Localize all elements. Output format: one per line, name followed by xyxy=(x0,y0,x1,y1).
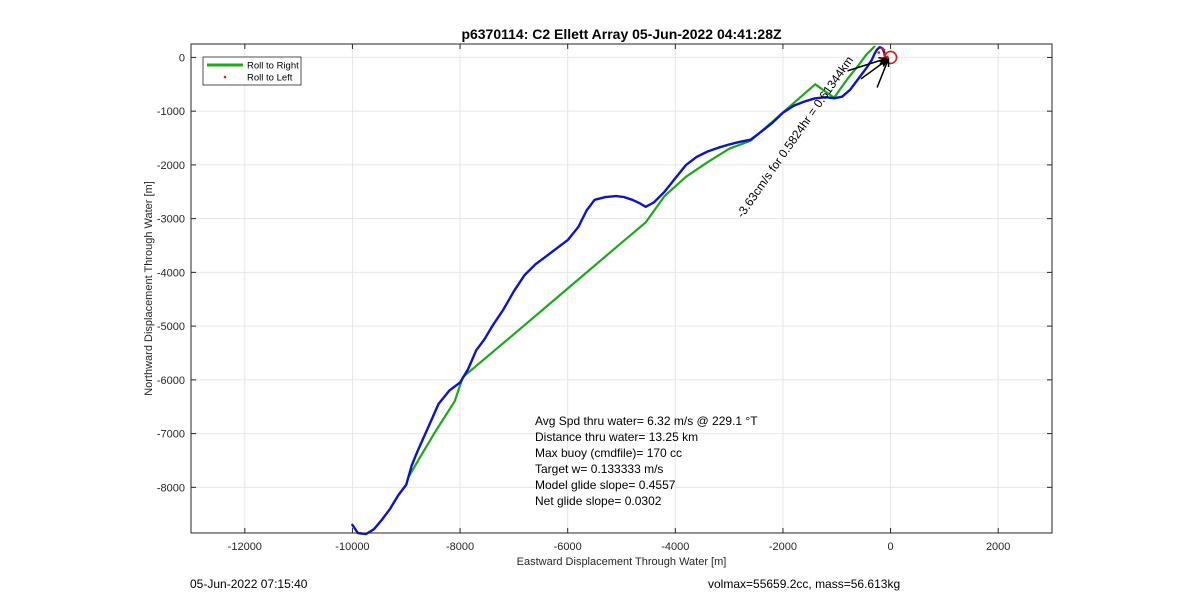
chart-title: p6370114: C2 Ellett Array 05-Jun-2022 04… xyxy=(461,26,782,42)
y-tick-label: -1000 xyxy=(157,106,185,118)
plot-series xyxy=(351,45,898,536)
x-tick-label: -2000 xyxy=(769,541,797,553)
current-arrow xyxy=(876,58,890,88)
x-tick-label: 2000 xyxy=(986,541,1010,553)
legend-swatch-roll-left xyxy=(223,75,227,79)
stats-annotation: Max buoy (cmdfile)= 170 cc xyxy=(535,446,682,460)
y-tick-label: -6000 xyxy=(157,375,185,387)
stats-annotation: Target w= 0.133333 m/s xyxy=(535,462,663,476)
end-position-marker xyxy=(883,50,898,65)
current-arrow-head xyxy=(882,57,890,68)
y-tick-label: -5000 xyxy=(157,321,185,333)
y-axis-title: Northward Displacement Through Water [m] xyxy=(143,181,155,396)
x-tick-label: -8000 xyxy=(446,541,474,553)
legend-label-roll-right: Roll to Right xyxy=(247,61,299,72)
axes: -12000 -10000 -8000 -6000 -4000 -2000 0 2000 0 -1… xyxy=(157,43,1053,553)
legend-label-roll-left: Roll to Left xyxy=(247,73,293,84)
x-tick-label: -10000 xyxy=(335,541,369,553)
roll-to-left-marker xyxy=(886,55,889,59)
x-axis-title: Eastward Displacement Through Water [m] xyxy=(517,556,727,568)
y-tick-label: -8000 xyxy=(157,482,185,494)
current-arrow xyxy=(860,58,888,80)
stats-annotation: Avg Spd thru water= 6.32 m/s @ 229.1 °T xyxy=(535,414,758,428)
footer-timestamp: 05-Jun-2022 07:15:40 xyxy=(190,577,308,591)
roll-to-left-marker xyxy=(882,48,886,52)
footer-mass-info: volmax=55659.2cc, mass=56.613kg xyxy=(708,577,901,591)
x-tick-label: -4000 xyxy=(661,541,689,553)
y-tick-label: -3000 xyxy=(157,214,185,226)
y-tick-label: -7000 xyxy=(157,429,185,441)
stats-annotation: Model glide slope= 0.4557 xyxy=(535,478,676,492)
legend-box xyxy=(202,56,302,86)
x-tick-label: -6000 xyxy=(554,541,582,553)
y-tick-label: -4000 xyxy=(157,267,185,279)
current-arrow-head xyxy=(878,57,889,65)
grid xyxy=(191,44,1052,533)
series-roll-to-right xyxy=(407,45,876,478)
y-tick-label: 0 xyxy=(179,52,185,64)
stats-annotation: Distance thru water= 13.25 km xyxy=(535,430,698,444)
plot-frame xyxy=(190,43,1053,534)
stats-annotation: Net glide slope= 0.0302 xyxy=(535,494,662,508)
y-tick-label: -2000 xyxy=(157,160,185,172)
x-tick-label: -12000 xyxy=(228,541,262,553)
roll-to-left-marker xyxy=(880,46,884,50)
x-tick-label: 0 xyxy=(888,541,894,553)
roll-to-left-marker xyxy=(877,51,881,54)
current-arrow xyxy=(847,57,887,72)
series-track xyxy=(351,46,887,536)
